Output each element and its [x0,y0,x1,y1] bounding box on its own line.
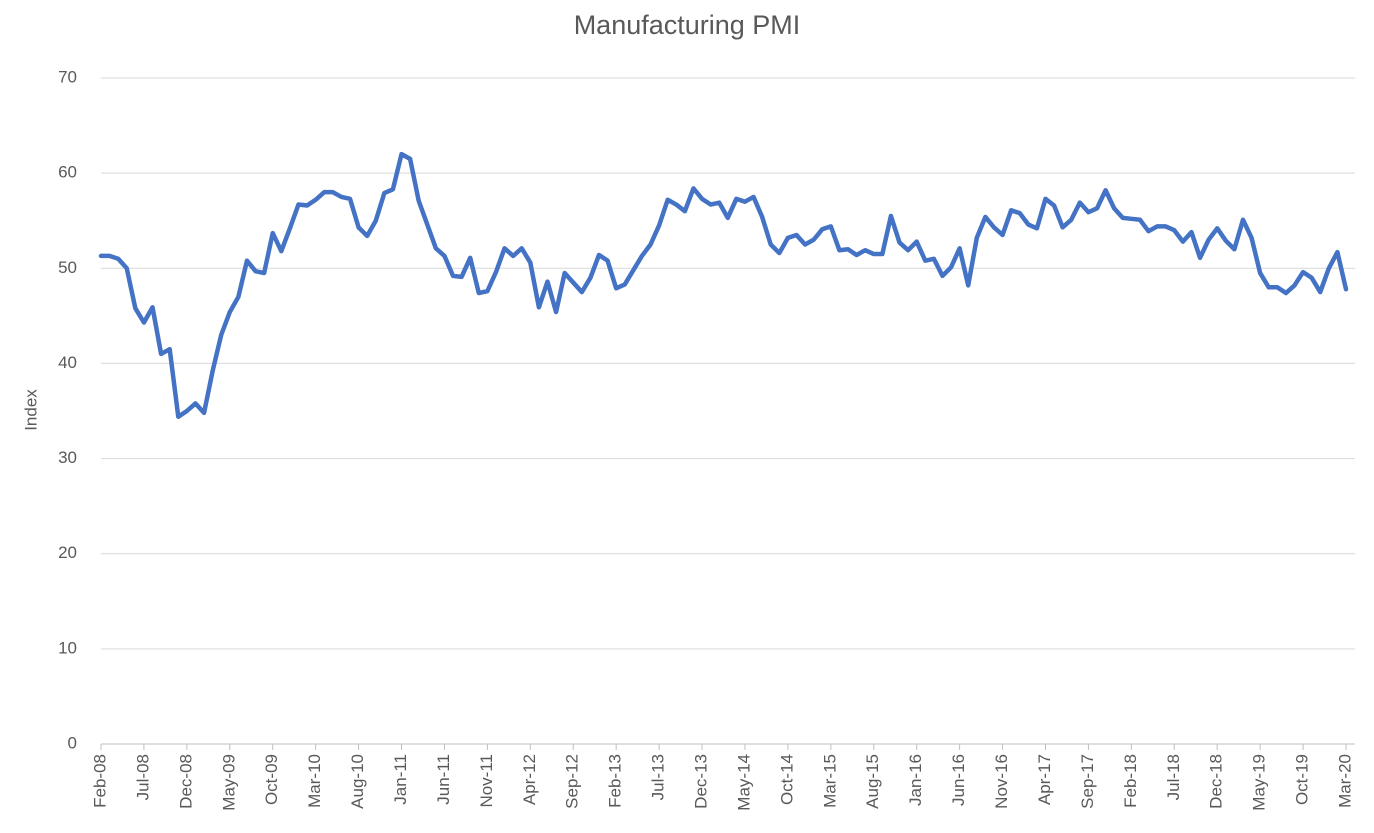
chart-title: Manufacturing PMI [574,10,801,40]
x-tick-label: Dec-18 [1207,754,1226,809]
x-tick-label: Apr-12 [520,754,539,805]
x-tick-label: Mar-15 [820,754,839,808]
x-tick-label: Jul-08 [133,754,152,800]
x-tick-label: May-14 [734,754,753,811]
x-tick-label: Nov-11 [477,754,496,808]
x-tick-label: Feb-08 [90,754,109,808]
x-tick-label: Mar-20 [1335,754,1354,808]
x-tick-label: Jul-13 [649,754,668,800]
x-tick-label: Dec-13 [692,754,711,809]
x-tick-label: Jan-16 [906,754,925,806]
y-tick-label: 0 [68,733,77,752]
x-tick-label: Dec-08 [176,754,195,809]
y-tick-label: 10 [58,638,77,657]
x-tick-label: Oct-14 [777,754,796,805]
x-tick-label: Feb-18 [1121,754,1140,808]
x-tick-label: Jun-11 [434,754,453,805]
x-tick-label: Feb-13 [606,754,625,808]
x-tick-label: Nov-16 [992,754,1011,809]
x-tick-label: Aug-10 [348,754,367,809]
y-tick-label: 20 [58,543,77,562]
x-tick-label: Jun-16 [949,754,968,806]
x-tick-label: Mar-10 [305,754,324,808]
x-tick-label: Jan-11 [391,754,410,805]
y-tick-label: 50 [58,258,77,277]
x-tick-label: Jul-18 [1164,754,1183,800]
y-tick-label: 40 [58,353,77,372]
y-axis-label: Index [21,389,40,431]
y-tick-label: 60 [58,163,77,182]
x-tick-label: Apr-17 [1035,754,1054,805]
x-tick-label: Oct-19 [1293,754,1312,805]
data-line [98,151,1349,419]
x-tick-label: Oct-09 [262,754,281,805]
x-tick-label: May-09 [219,754,238,811]
x-tick-label: Sep-17 [1078,754,1097,809]
x-tick-label: Sep-12 [563,754,582,809]
y-tick-label: 30 [58,448,77,467]
x-tick-label: Aug-15 [863,754,882,809]
x-tick-label: May-19 [1250,754,1269,811]
y-tick-label: 70 [58,67,77,86]
